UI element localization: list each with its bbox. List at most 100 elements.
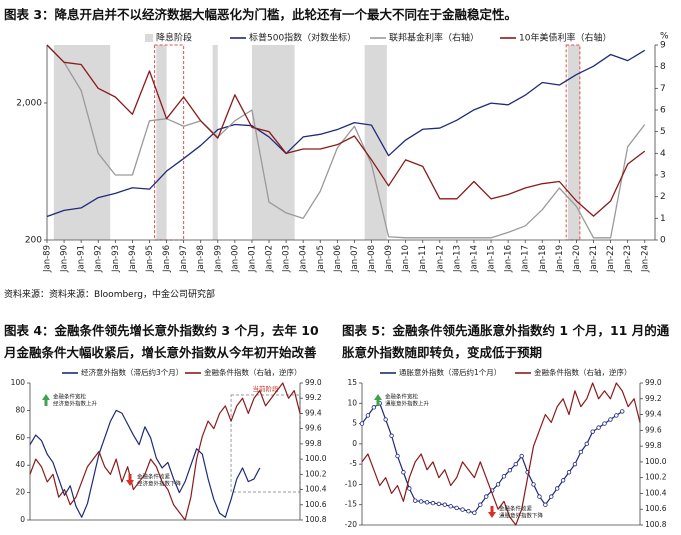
x-tick-label: Jan-15 <box>487 245 497 273</box>
y2-tick-label: 99.2 <box>645 394 662 403</box>
y2-tick-label: 99.6 <box>645 425 662 434</box>
x-tick-label: Jan-23 <box>623 245 633 273</box>
annotation: 经济意外指数上升 <box>53 400 98 408</box>
y-tick-label: 10 <box>347 398 357 407</box>
series-marker <box>501 474 507 479</box>
x-tick-label: Jan-12 <box>435 245 445 273</box>
series-marker <box>495 482 501 487</box>
annotation: 金融条件收紧 <box>137 473 171 481</box>
series-marker <box>383 417 388 422</box>
y-tick-label: -20 <box>345 520 357 529</box>
series-marker <box>554 486 560 491</box>
series-marker <box>418 499 424 504</box>
legend-swatch <box>145 34 153 42</box>
series-marker <box>389 433 394 438</box>
annotation: 经济意外指数下降 <box>137 480 182 488</box>
series-line <box>361 382 641 526</box>
series-marker <box>359 421 365 426</box>
chart-title: 图表 3：降息开启并不以经济数据大幅恶化为门槛，此轮还有一个最大不同在于金融稳定… <box>4 7 518 22</box>
x-tick-label: Jan-90 <box>60 245 70 273</box>
series-marker <box>531 482 536 487</box>
x-tick-label: Jan-05 <box>316 245 326 273</box>
series-marker <box>513 461 518 467</box>
y2-tick-label: 99.6 <box>305 424 322 433</box>
series-marker <box>537 494 542 499</box>
y-tick-label: -15 <box>345 500 357 509</box>
y-tick-label: 100 <box>11 378 26 387</box>
y-tick-label: 60 <box>15 433 25 442</box>
annotation: 金融条件收紧 <box>499 505 533 513</box>
x-tick-label: Jan-96 <box>162 245 172 273</box>
annotation-arrow <box>488 506 496 518</box>
shaded-period <box>156 45 167 240</box>
series-marker <box>442 502 448 507</box>
series-marker <box>560 478 566 483</box>
y2-tick-label: 100.6 <box>305 500 327 509</box>
y-tick-label: 0 <box>352 439 357 448</box>
x-tick-label: Jan-03 <box>282 245 292 273</box>
x-tick-label: Jan-94 <box>128 245 138 273</box>
series-line <box>29 409 261 518</box>
y2-tick-label: 99.8 <box>645 441 662 450</box>
x-tick-label: Jan-09 <box>384 245 394 273</box>
highlight-label: 当前阶段 <box>253 384 280 393</box>
series-marker <box>572 461 578 467</box>
highlight-box <box>154 44 185 241</box>
x-tick-label: Jan-89 <box>43 245 53 273</box>
highlight-box <box>230 394 301 493</box>
x-tick-label: Jan-17 <box>521 245 531 273</box>
y2-tick-label: 100.0 <box>305 454 327 463</box>
x-tick-label: Jan-92 <box>94 245 104 273</box>
y-tick-label: 200 <box>25 236 42 246</box>
legend-label: 通胀意外指数（滞后约1个月） <box>399 367 501 377</box>
legend-label: 经济意外指数（滞后约3个月） <box>81 367 183 377</box>
y-tick-label: -10 <box>345 479 357 488</box>
y2-tick-label: 0 <box>660 236 666 246</box>
y2-axis-label: % <box>660 32 669 42</box>
annotation-arrow <box>126 474 134 486</box>
y2-tick-label: 100.4 <box>645 488 667 497</box>
series-marker <box>519 453 524 459</box>
y-tick-label: -5 <box>350 459 358 468</box>
series-line <box>46 44 646 239</box>
x-tick-label: Jan-04 <box>299 245 309 273</box>
legend-label: 金融条件指数（右轴，逆序） <box>534 367 632 377</box>
y-tick-label: 20 <box>15 488 25 497</box>
annotation: 金融条件宽松 <box>53 393 87 401</box>
y2-tick-label: 100.8 <box>305 515 327 524</box>
chart-title: 图表 4：金融条件领先增长意外指数约 3 个月，去年 10 月金融条件大幅收紧后… <box>4 323 319 360</box>
x-tick-label: Jan-01 <box>247 245 257 273</box>
y2-tick-label: 7 <box>660 84 666 94</box>
shaded-period <box>567 45 580 240</box>
x-tick-label: Jan-06 <box>333 245 343 273</box>
series-marker <box>371 405 377 410</box>
y2-tick-label: 4 <box>660 149 666 159</box>
series-marker <box>608 417 613 422</box>
series-marker <box>614 413 619 418</box>
y2-tick-label: 6 <box>660 106 666 116</box>
x-tick-label: Jan-18 <box>538 245 548 273</box>
x-tick-label: Jan-24 <box>640 245 650 273</box>
y2-tick-label: 99.0 <box>645 378 662 387</box>
x-tick-label: Jan-21 <box>589 245 599 273</box>
series-marker <box>543 502 548 507</box>
series-marker <box>401 470 406 475</box>
series-marker <box>466 509 471 514</box>
series-line <box>29 382 301 521</box>
y2-tick-label: 99.8 <box>305 439 322 448</box>
y2-tick-label: 99.4 <box>305 408 322 417</box>
y2-tick-label: 5 <box>660 127 666 137</box>
x-tick-label: Jan-93 <box>111 245 121 273</box>
x-tick-label: Jan-91 <box>77 245 87 273</box>
series-marker <box>365 413 371 418</box>
y2-tick-label: 100.8 <box>645 520 667 529</box>
series-marker <box>436 501 442 507</box>
x-tick-label: Jan-14 <box>469 245 479 273</box>
y-tick-label: 80 <box>15 405 25 414</box>
series-line <box>46 44 646 217</box>
y2-tick-label: 100.2 <box>305 469 327 478</box>
y2-tick-label: 100.4 <box>305 485 327 494</box>
y-tick-label: 15 <box>347 378 357 387</box>
